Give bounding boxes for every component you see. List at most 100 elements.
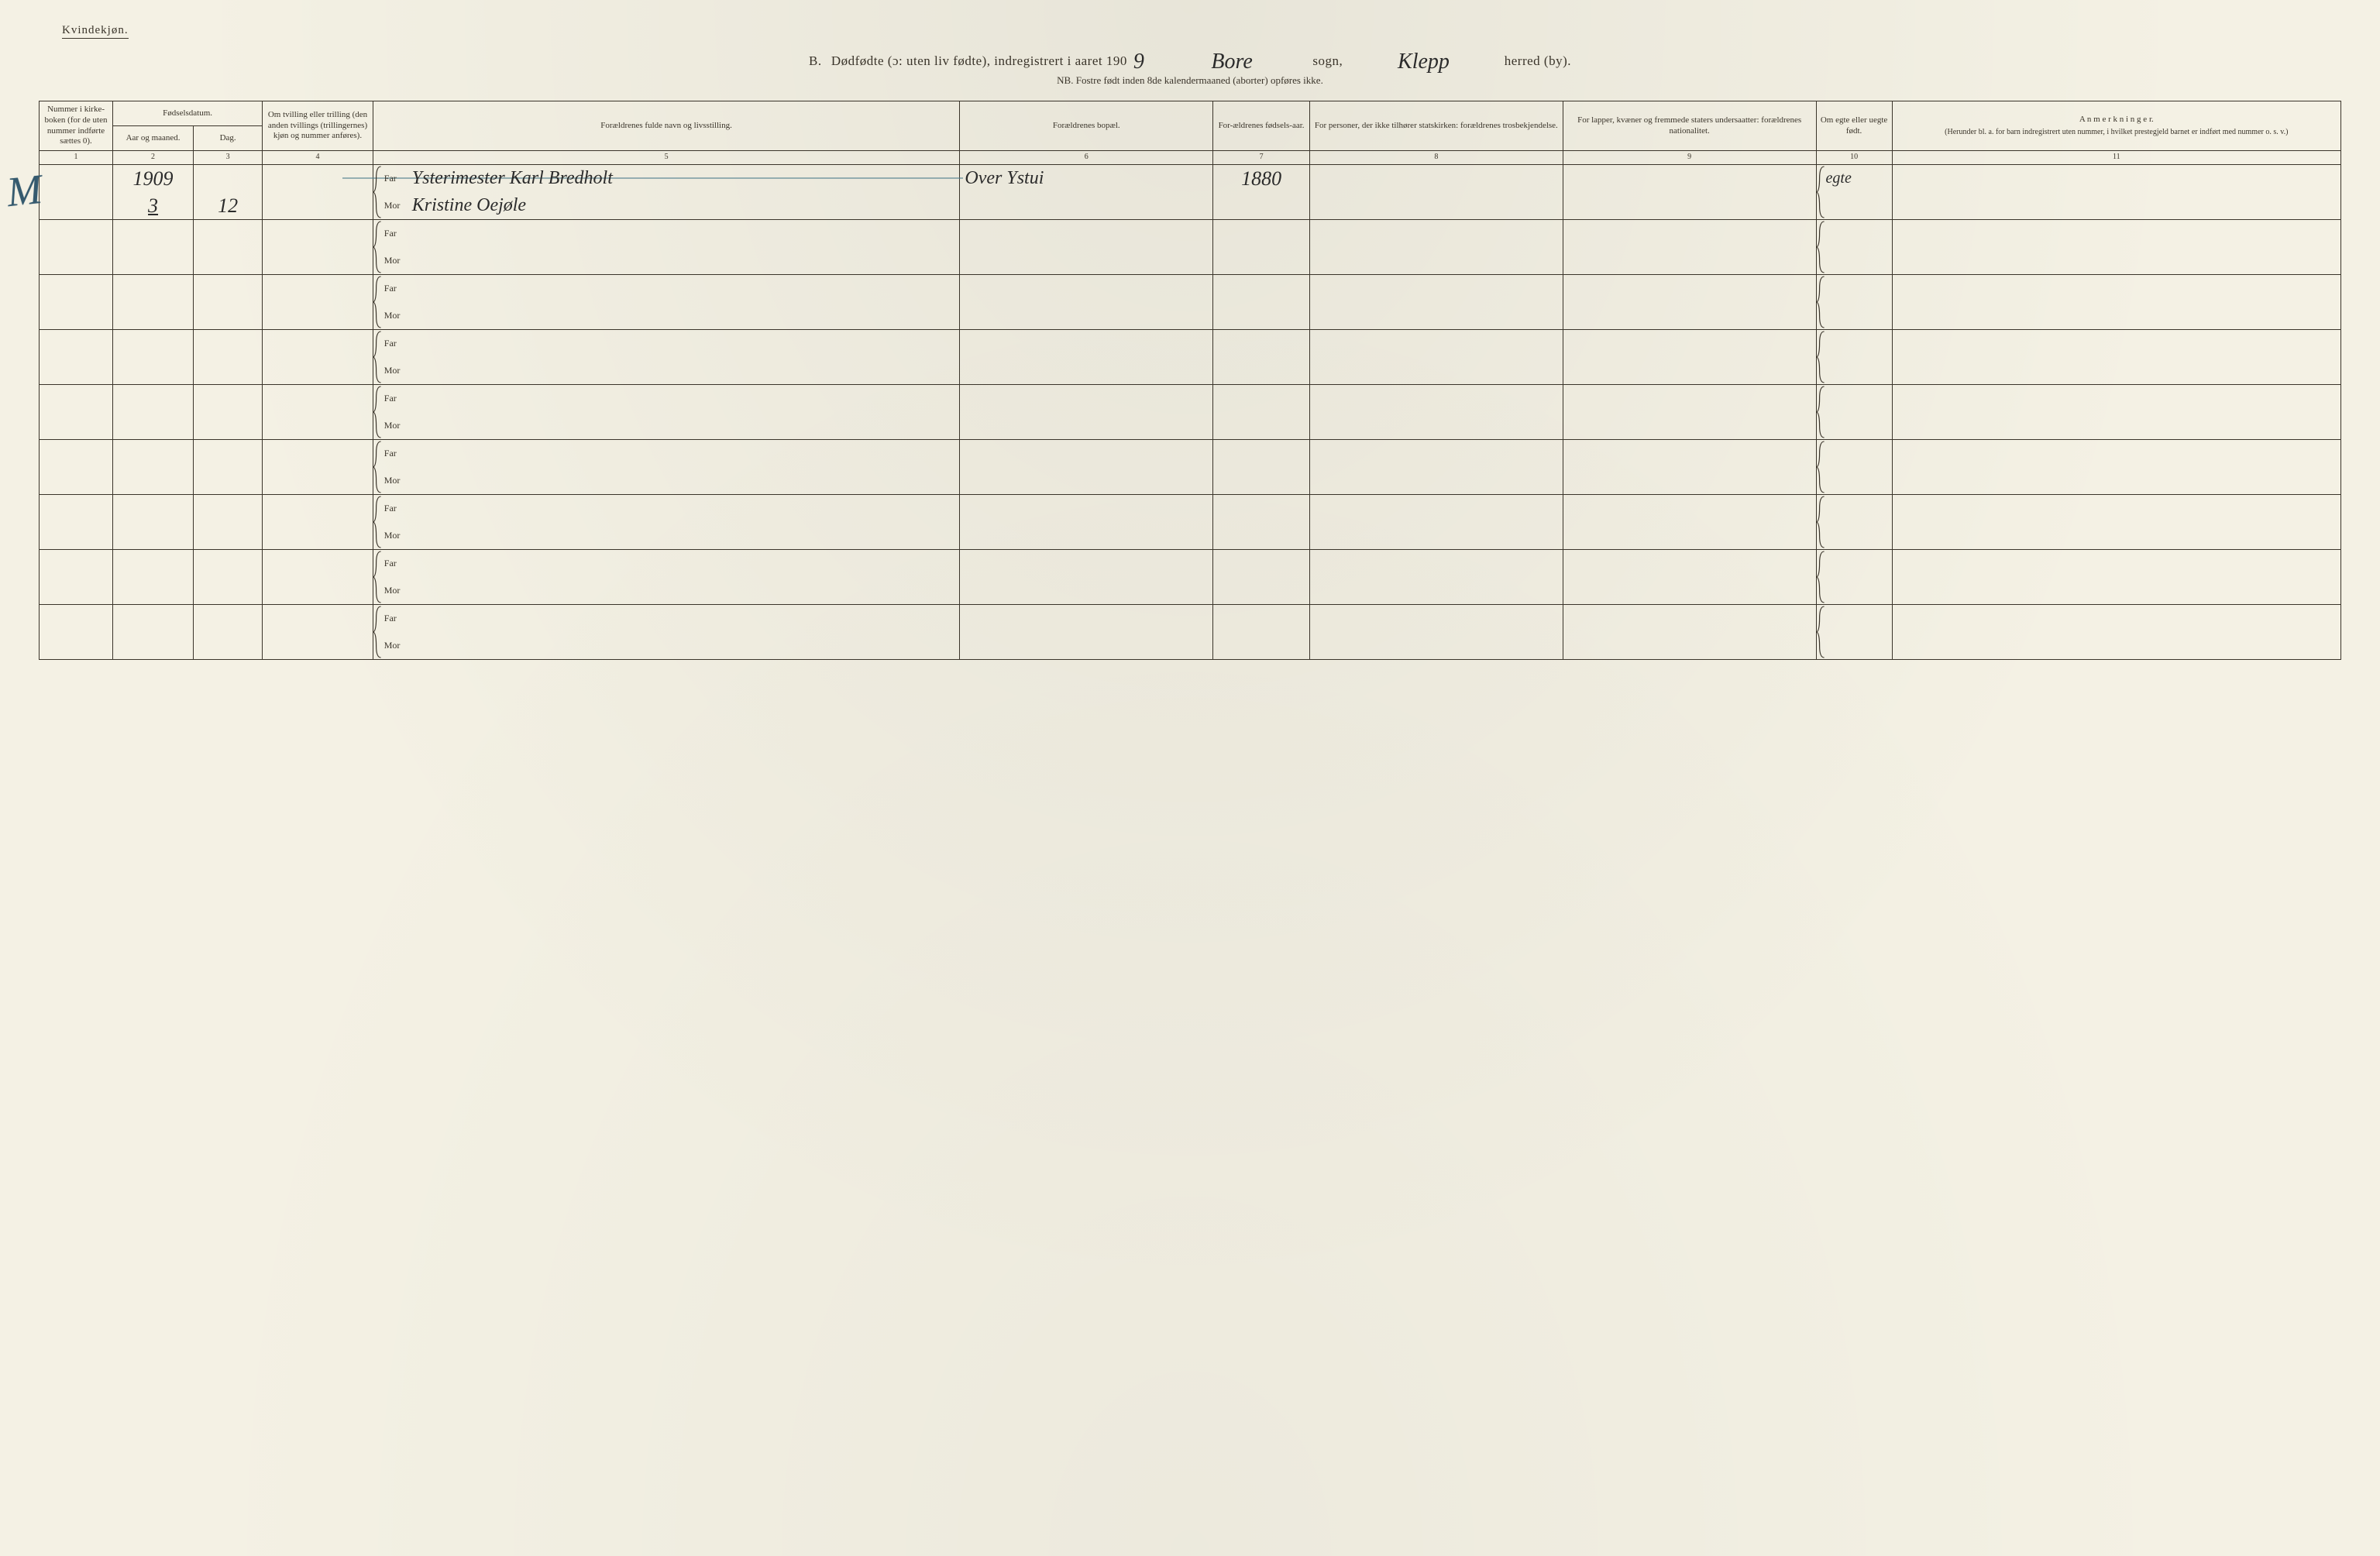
table-row: FarMor [40, 329, 2341, 384]
col-header-2a: Aar og maaned. [113, 126, 194, 151]
year-cell [113, 385, 193, 412]
col-header-2b: Dag. [194, 126, 263, 151]
col-header-10: Om egte eller uegte født. [1816, 101, 1892, 151]
residence: Over Ystui [965, 168, 1044, 189]
table-row: Far Mor [40, 274, 2341, 329]
table-row: Far Mor [40, 439, 2341, 494]
far-label: Far [384, 283, 408, 294]
day-cell [194, 632, 262, 659]
far-label: Far [384, 338, 408, 349]
col11-title: A n m e r k n i n g e r. [1895, 115, 2338, 125]
month-cell [113, 412, 193, 439]
day-cell [194, 522, 262, 549]
year-cell [113, 495, 193, 522]
year-cell [113, 550, 193, 577]
margin-mark: M [5, 164, 44, 215]
gender-label: Kvindekjøn. [62, 24, 129, 39]
month-cell [113, 632, 193, 659]
colnum-11: 11 [1892, 151, 2340, 165]
parent-birthyear [1213, 550, 1309, 577]
ledger-table: Nummer i kirke-boken (for de uten nummer… [39, 101, 2341, 660]
table-head: Nummer i kirke-boken (for de uten nummer… [40, 101, 2341, 165]
parent-birthyear [1213, 440, 1309, 467]
year-cell [113, 440, 193, 467]
day-top [194, 385, 262, 412]
day-cell [194, 467, 262, 494]
mor-label: Mor [384, 420, 408, 431]
day-top [194, 165, 262, 192]
colnum-2: 2 [113, 151, 194, 165]
colnum-5: 5 [373, 151, 960, 165]
day-cell [194, 577, 262, 604]
col-header-9: For lapper, kvæner og fremmede staters u… [1563, 101, 1816, 151]
month-cell [113, 577, 193, 604]
day-cell: 12 [194, 192, 262, 219]
colnum-3: 3 [194, 151, 263, 165]
table-row: FarMor [40, 219, 2341, 274]
colnum-4: 4 [263, 151, 373, 165]
title-main: Dødfødte (ɔ: uten liv fødte), indregistr… [831, 53, 1154, 68]
day-top [194, 550, 262, 577]
title-main-text: Dødfødte (ɔ: uten liv fødte), indregistr… [831, 53, 1127, 68]
herred-label: herred (by). [1505, 53, 1571, 68]
subtitle: NB. Fostre født inden 8de kalendermaaned… [39, 74, 2341, 87]
table-row-filled: M1909312FarYsterimester Karl BredholtMor… [40, 164, 2341, 219]
day-top [194, 440, 262, 467]
day-top [194, 275, 262, 302]
col-header-11: A n m e r k n i n g e r. (Herunder bl. a… [1892, 101, 2340, 151]
mor-label: Mor [384, 585, 408, 596]
far-label: Far [384, 393, 408, 404]
table-body: M1909312FarYsterimester Karl BredholtMor… [40, 164, 2341, 659]
far-label: Far [384, 228, 408, 239]
section-letter: B. [809, 53, 822, 68]
year-cell [113, 605, 193, 632]
herred-value: Klepp [1346, 51, 1501, 73]
day-top [194, 495, 262, 522]
year-cell [113, 220, 193, 247]
colnum-9: 9 [1563, 151, 1816, 165]
mor-label: Mor [384, 310, 408, 321]
mor-label: Mor [384, 530, 408, 541]
parent-birthyear [1213, 495, 1309, 522]
month-cell [113, 467, 193, 494]
col-header-4: Om tvilling eller trilling (den anden tv… [263, 101, 373, 151]
col11-sub: (Herunder bl. a. for barn indregistrert … [1895, 128, 2338, 138]
mor-label: Mor [384, 475, 408, 486]
day-cell [194, 357, 262, 384]
month-cell: 3 [113, 192, 193, 219]
table-row: Far Mor [40, 494, 2341, 549]
day-top [194, 220, 262, 247]
parent-birthyear [1213, 220, 1309, 247]
far-label: Far [384, 173, 408, 184]
parent-birthyear [1213, 605, 1309, 632]
far-label: Far [384, 448, 408, 459]
sogn-value: Bore [1154, 51, 1309, 73]
mor-label: Mor [384, 640, 408, 651]
col-header-8: For personer, der ikke tilhører statskir… [1309, 101, 1563, 151]
colnum-7: 7 [1213, 151, 1310, 165]
far-label: Far [384, 503, 408, 514]
col-header-7: For-ældrenes fødsels-aar. [1213, 101, 1310, 151]
title-line: B. Dødfødte (ɔ: uten liv fødte), indregi… [39, 48, 2341, 70]
colnum-10: 10 [1816, 151, 1892, 165]
year-cell: 1909 [113, 165, 193, 192]
month-cell [113, 357, 193, 384]
col-header-2-group: Fødselsdatum. [113, 101, 263, 126]
table-row: Far Mor [40, 384, 2341, 439]
ledger-page: Kvindekjøn. B. Dødfødte (ɔ: uten liv fød… [39, 23, 2341, 660]
legitimacy: egte [1826, 170, 1852, 187]
month-cell [113, 247, 193, 274]
father-name: Ysterimester Karl Bredholt [412, 168, 613, 189]
col-header-6: Forældrenes bopæl. [960, 101, 1213, 151]
parent-birthyear [1213, 330, 1309, 357]
col-header-5: Forældrenes fulde navn og livsstilling. [373, 101, 960, 151]
year-cell [113, 330, 193, 357]
far-label: Far [384, 558, 408, 569]
mother-name: Kristine Oejøle [412, 195, 526, 216]
month-cell [113, 302, 193, 329]
month-cell [113, 522, 193, 549]
mor-label: Mor [384, 200, 408, 211]
colnum-6: 6 [960, 151, 1213, 165]
year-cell [113, 275, 193, 302]
sogn-label: sogn, [1312, 53, 1343, 68]
